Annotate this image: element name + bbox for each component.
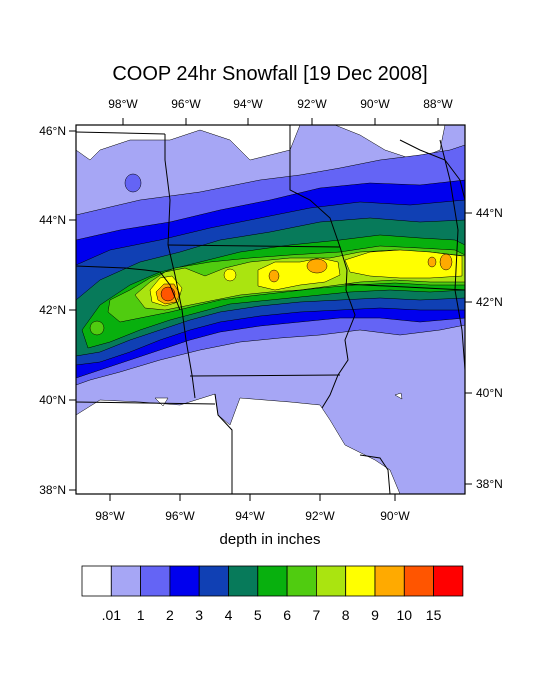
legend-swatch-3 [169,565,200,597]
bottom-lon-label-94w: 94°W [235,509,265,523]
legend-label-9: 9 [371,607,379,623]
legend-swatch-10 [374,565,405,597]
boundary-sd-ne [76,265,181,311]
legend-label-7: 7 [313,607,321,623]
right-lat-label-38n: 38°N [476,477,503,491]
top-lon-label-92w: 92°W [297,97,327,111]
legend-label-5: 5 [254,607,262,623]
right-lat-label-40n: 40°N [476,386,503,400]
top-lon-label-90w: 90°W [360,97,390,111]
legend-swatch-5 [228,565,259,597]
boundary-michigan [459,179,465,201]
left-lat-label-42n: 42°N [39,303,66,317]
right-lat-label-42n: 42°N [476,295,503,309]
legend-label-8: 8 [342,607,350,623]
legend-swatch-2 [140,565,171,597]
legend-swatch-7 [286,565,317,597]
legend-swatch-9 [345,565,376,597]
legend-swatch-8 [315,565,347,597]
boundary-iowa-south [189,374,341,377]
left-lat-label-46n: 46°N [39,124,66,138]
snow-patch-orange-east-2 [427,256,437,268]
legend-swatch-4 [198,565,229,597]
snow-patch-orange-east [439,253,453,271]
boundary-missouri-river [167,244,196,399]
map-ticks [69,118,472,501]
legend-swatch-6 [257,565,288,597]
top-longitude-labels: 98°W 96°W 94°W 92°W 90°W 88°W [108,97,453,111]
boundary-wi-il [344,283,465,291]
map-title: COOP 24hr Snowfall [19 Dec 2008] [112,63,427,85]
snow-patch-light-green-west [89,320,105,336]
boundary-mississippi [321,246,356,409]
bottom-longitude-labels: 98°W 96°W 94°W 92°W 90°W [95,509,410,523]
legend-label-1: 1 [137,607,145,623]
top-lon-label-98w: 98°W [108,97,138,111]
bottom-lon-label-98w: 98°W [95,509,125,523]
right-latitude-labels: 44°N 42°N 40°N 38°N [476,206,503,491]
legend-swatch-1 [110,565,142,597]
legend-axis-label: depth in inches [220,531,321,548]
left-lat-label-38n: 38°N [39,483,66,497]
legend-label-3: 3 [195,607,203,623]
bottom-lon-label-92w: 92°W [305,509,335,523]
legend-label-0: .01 [102,607,122,623]
boundary-ohio-river [359,454,391,494]
legend-label-6: 6 [283,607,291,623]
legend-color-bar [81,565,464,597]
top-lon-label-94w: 94°W [233,97,263,111]
snow-patch-yellow-small [223,268,237,282]
boundary-kansas-missouri [214,393,233,494]
legend-label-4: 4 [225,607,233,623]
snow-region-red-orange [160,286,176,302]
no-snow-region-dot [394,392,403,400]
boundary-mn-wi [289,125,341,248]
snow-patch-orange-central-2 [268,269,280,283]
left-lat-label-44n: 44°N [39,213,66,227]
state-boundaries [76,125,465,494]
no-snow-region-small [154,397,169,407]
boundary-upper-peninsula [399,139,461,181]
top-lon-label-88w: 88°W [423,97,453,111]
legend-label-11: 15 [426,607,442,623]
left-latitude-labels: 46°N 44°N 42°N 40°N 38°N [39,124,66,497]
boundary-ne-ks [76,401,216,405]
boundary-sd-nd [76,131,166,135]
legend-labels: .01 1 2 3 4 5 6 7 8 9 10 15 [102,607,442,623]
legend-swatch-12 [433,565,464,597]
snow-region-orange-central [306,258,328,274]
legend-label-2: 2 [166,607,174,623]
bottom-lon-label-96w: 96°W [165,509,195,523]
legend-label-10: 10 [397,607,413,623]
boundary-minnesota-west [164,134,171,246]
legend-swatch-0 [81,565,112,597]
bottom-lon-label-90w: 90°W [380,509,410,523]
snow-patch-medium-blue-nw [124,173,142,193]
top-lon-label-96w: 96°W [171,97,201,111]
legend-swatch-11 [403,565,434,597]
boundary-illinois-east [454,289,465,371]
left-lat-label-40n: 40°N [39,393,66,407]
map-frame [69,118,472,501]
boundary-iowa-north [167,244,341,248]
right-lat-label-44n: 44°N [476,206,503,220]
